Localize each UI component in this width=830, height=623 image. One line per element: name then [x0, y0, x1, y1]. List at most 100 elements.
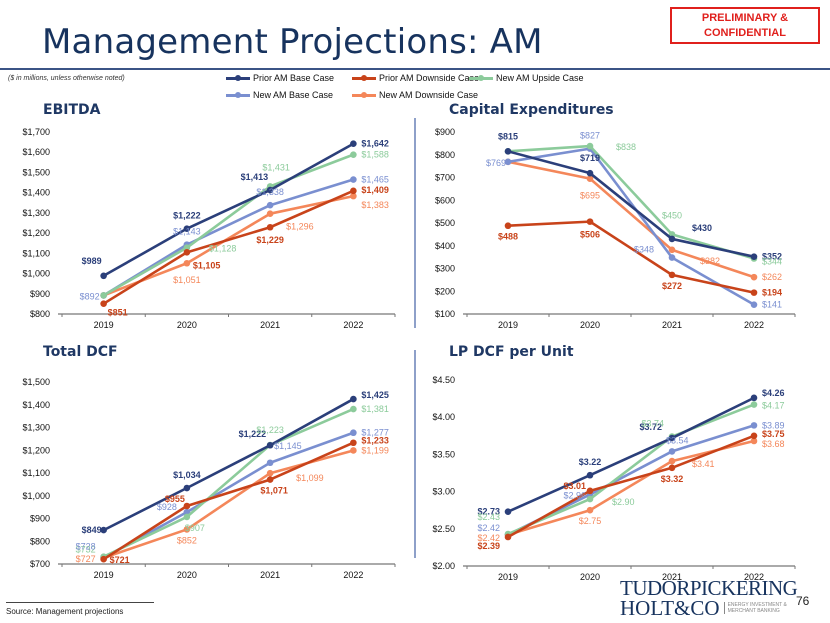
data-label: $2.42 — [477, 523, 500, 533]
data-point — [668, 434, 676, 442]
data-label: $2.43 — [477, 512, 500, 522]
data-label: $1,222 — [239, 429, 267, 439]
series-line-prior-am-downside-case — [102, 441, 354, 561]
data-label: $1,233 — [361, 436, 389, 446]
data-point — [668, 235, 676, 243]
data-point — [183, 249, 191, 256]
data-point — [504, 508, 512, 515]
y-tick-label: $800 — [435, 150, 455, 160]
data-label: $727 — [76, 554, 96, 564]
data-point — [668, 457, 676, 465]
y-tick-label: $1,100 — [22, 468, 50, 478]
data-point — [266, 469, 274, 477]
data-point — [183, 526, 191, 533]
data-label: $506 — [580, 230, 600, 240]
y-tick-label: $1,300 — [22, 208, 50, 218]
confidential-line-2: CONFIDENTIAL — [704, 27, 786, 39]
data-point — [504, 158, 512, 166]
data-point — [750, 432, 758, 440]
data-label: $450 — [662, 210, 682, 220]
company-logo: TUDORPICKERING HOLT&CO ENERGY INVESTMENT… — [620, 578, 798, 620]
y-tick-label: $800 — [30, 536, 50, 546]
data-label: $2.39 — [477, 541, 500, 551]
data-label: $2.42 — [477, 533, 500, 543]
legend-label: Prior AM Base Case — [253, 73, 335, 83]
data-point — [183, 513, 191, 521]
y-tick-label: $4.00 — [432, 412, 455, 422]
y-tick-label: $1,300 — [22, 423, 50, 433]
data-point — [183, 225, 191, 232]
data-label: $1,409 — [361, 185, 389, 195]
data-label: $1,071 — [260, 486, 288, 496]
y-tick-label: $1,400 — [22, 400, 50, 410]
y-tick-label: $400 — [435, 241, 455, 251]
data-point — [504, 533, 512, 541]
data-point — [266, 223, 274, 231]
data-label: $2.90 — [612, 497, 635, 507]
data-point — [750, 394, 758, 402]
series-line-prior-am-base-case — [103, 397, 355, 532]
data-point — [750, 253, 758, 260]
y-tick-label: $900 — [30, 289, 50, 299]
data-point — [350, 405, 357, 413]
data-label: $3.74 — [641, 419, 664, 429]
data-point — [586, 471, 594, 479]
data-label: $1,642 — [361, 139, 389, 149]
data-label: $2.96 — [563, 491, 586, 501]
series-line-new-am-upside-case — [507, 403, 755, 536]
data-point — [504, 222, 512, 230]
data-point — [586, 495, 594, 503]
data-label: $1,425 — [361, 390, 389, 400]
x-tick-label: 2019 — [94, 320, 114, 330]
data-label: $1,381 — [361, 404, 389, 414]
total-dcf-chart: $700 $800 $900 $1,000 $1,100 $1,200 $1,300 $1,4… — [22, 377, 396, 580]
confidential-line-1: PRELIMINARY & — [701, 12, 789, 24]
x-tick-label: 2022 — [744, 320, 764, 330]
data-point — [668, 464, 676, 472]
data-point — [350, 151, 357, 158]
data-point — [350, 140, 357, 148]
data-label: $1,099 — [296, 473, 324, 483]
y-tick-label: $1,400 — [22, 188, 50, 198]
data-label: $1,199 — [361, 445, 389, 455]
data-label: $3.32 — [661, 474, 684, 484]
data-label: $3.54 — [666, 435, 689, 445]
series-line-prior-am-base-case — [507, 396, 755, 513]
x-tick-label: 2021 — [662, 320, 682, 330]
data-point — [350, 439, 357, 447]
data-label: $1,465 — [361, 175, 389, 185]
y-tick-label: $3.50 — [432, 449, 455, 459]
legend-swatch — [226, 74, 250, 81]
y-tick-label: $2.50 — [432, 524, 455, 534]
y-tick-label: $1,000 — [22, 269, 50, 279]
data-point — [750, 301, 758, 308]
x-tick-label: 2019 — [498, 320, 518, 330]
series-line-new-am-upside-case — [102, 153, 354, 297]
data-point — [100, 526, 107, 534]
data-point — [750, 401, 758, 408]
data-point — [350, 187, 357, 195]
data-label: $262 — [762, 272, 782, 282]
data-label: $1,296 — [286, 222, 314, 232]
data-label: $955 — [165, 494, 185, 504]
y-tick-label: $900 — [30, 514, 50, 524]
data-label: $3.75 — [762, 429, 785, 439]
data-label: $352 — [762, 252, 782, 262]
y-tick-label: $4.50 — [432, 375, 455, 385]
x-tick-label: 2020 — [177, 570, 197, 580]
series-line-new-am-upside-case — [507, 144, 755, 260]
ebitda-title: EBITDA — [43, 102, 101, 118]
legend-item-new-upside: New AM Upside Case — [469, 73, 584, 83]
data-label: $849 — [82, 525, 102, 535]
data-point — [266, 476, 274, 483]
data-point — [183, 484, 191, 492]
logo-holt: HOLT&CO — [620, 596, 720, 620]
legend-label: New AM Upside Case — [496, 73, 584, 83]
series-line-prior-am-base-case — [102, 142, 355, 277]
data-label: $3.41 — [692, 459, 715, 469]
legend-swatch — [352, 74, 376, 81]
data-point — [100, 272, 107, 280]
data-point — [586, 175, 594, 182]
y-tick-label: $500 — [435, 218, 455, 228]
y-tick-label: $200 — [435, 286, 455, 296]
